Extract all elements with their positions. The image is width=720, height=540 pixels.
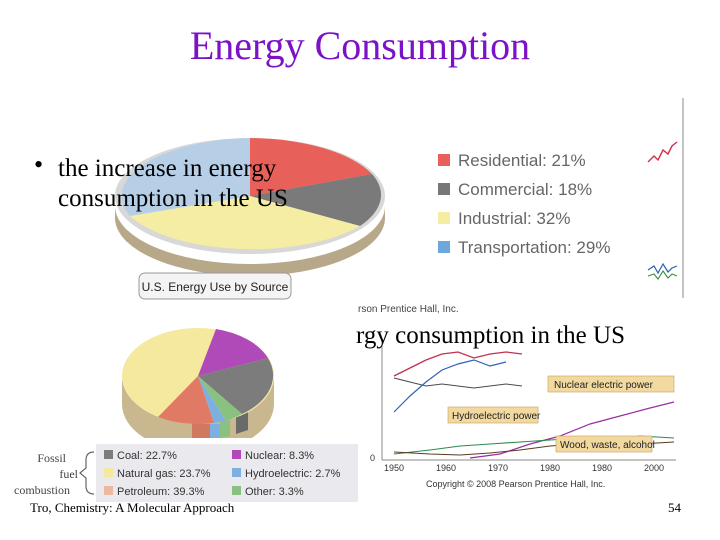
bracket-icon bbox=[79, 451, 95, 495]
lower-credit: Copyright © 2008 Pearson Prentice Hall, … bbox=[426, 479, 605, 489]
upper-series-red bbox=[647, 141, 678, 163]
upper-credit: rson Prentice Hall, Inc. bbox=[358, 304, 459, 315]
pie-slice-residential bbox=[250, 138, 372, 196]
lower-line-chart: 0 Nuclear electric power Hydroelectric p… bbox=[370, 340, 690, 496]
pie-slice-commercial bbox=[250, 174, 382, 226]
legend-swatch-coal bbox=[104, 450, 113, 459]
legend-swatch-transportation bbox=[438, 241, 450, 253]
legend-label-commercial: Commercial: 18% bbox=[458, 180, 592, 199]
pie-slice-nuclear bbox=[198, 329, 268, 376]
y-tick-0: 0 bbox=[370, 453, 375, 463]
label-hydro: Hydroelectric power bbox=[452, 411, 541, 422]
legend-label-other: Other: 3.3% bbox=[245, 486, 304, 498]
upper-series-green bbox=[647, 270, 678, 280]
x-tick-1980a: 1980 bbox=[540, 463, 560, 473]
pie-slice-transportation bbox=[121, 138, 250, 216]
legend-swatch-commercial bbox=[438, 183, 450, 195]
x-tick-1980b: 1980 bbox=[592, 463, 612, 473]
pie-slice-petroleum bbox=[158, 376, 214, 425]
series-natural-gas bbox=[393, 359, 507, 413]
legend-label-petroleum: Petroleum: 39.3% bbox=[117, 486, 205, 498]
sector-legend: Residential: 21% Commercial: 18% Industr… bbox=[438, 151, 610, 257]
legend-label-natural-gas: Natural gas: 23.7% bbox=[117, 468, 211, 480]
svg-text:rson Prentice Hall, Inc.: rson Prentice Hall, Inc. bbox=[358, 304, 459, 315]
x-tick-1970: 1970 bbox=[488, 463, 508, 473]
legend-swatch-natural-gas bbox=[104, 468, 113, 477]
caption-text: U.S. Energy Use by Source bbox=[142, 280, 289, 294]
legend-swatch-industrial bbox=[438, 212, 450, 224]
x-tick-1960: 1960 bbox=[436, 463, 456, 473]
legend-swatch-other bbox=[232, 486, 241, 495]
source-pie-chart bbox=[122, 328, 274, 438]
fossil-label-3: combustion bbox=[14, 483, 70, 497]
slide-title: Energy Consumption bbox=[189, 23, 531, 68]
legend-label-coal: Coal: 22.7% bbox=[117, 450, 177, 462]
upper-line-chart bbox=[630, 98, 686, 298]
upper-series-blue bbox=[647, 262, 678, 275]
legend-label-transportation: Transportation: 29% bbox=[458, 238, 610, 257]
bullet-icon: • bbox=[34, 150, 44, 179]
pie-slice-coal bbox=[198, 358, 274, 414]
legend-label-residential: Residential: 21% bbox=[458, 151, 586, 170]
legend-swatch-residential bbox=[438, 154, 450, 166]
sector-pie-chart bbox=[115, 138, 385, 276]
label-wood: Wood, waste, alcohol bbox=[560, 440, 655, 451]
bullet-text: the increase in energy consumption in th… bbox=[58, 155, 288, 212]
x-tick-1950: 1950 bbox=[384, 463, 404, 473]
series-nuclear bbox=[469, 401, 675, 459]
x-tick-2000: 2000 bbox=[644, 463, 664, 473]
series-coal bbox=[393, 377, 523, 389]
legend-swatch-hydroelectric bbox=[232, 468, 241, 477]
footer-source: Tro, Chemistry: A Molecular Approach bbox=[30, 500, 235, 515]
caption-box: U.S. Energy Use by Source bbox=[138, 272, 292, 300]
legend-label-hydroelectric: Hydroelectric: 2.7% bbox=[245, 468, 341, 480]
pie-slice-industrial bbox=[130, 196, 360, 250]
overlap-text: rgy consumption in the US bbox=[356, 322, 625, 349]
pie-slice-other bbox=[198, 376, 242, 421]
legend-swatch-nuclear bbox=[232, 450, 241, 459]
label-nuclear: Nuclear electric power bbox=[554, 380, 654, 391]
series-petroleum bbox=[393, 351, 523, 377]
fossil-label-2: fuel bbox=[59, 467, 78, 481]
fossil-label-1: Fossil bbox=[37, 451, 66, 465]
fossil-fuel-group: Fossil fuel combustion bbox=[14, 451, 95, 497]
legend-label-nuclear: Nuclear: 8.3% bbox=[245, 450, 314, 462]
legend-label-industrial: Industrial: 32% bbox=[458, 209, 570, 228]
legend-swatch-petroleum bbox=[104, 486, 113, 495]
source-legend: Coal: 22.7% Nuclear: 8.3% Natural gas: 2… bbox=[96, 444, 358, 502]
pie-slice-hydro bbox=[198, 376, 226, 423]
page-number: 54 bbox=[668, 500, 681, 515]
